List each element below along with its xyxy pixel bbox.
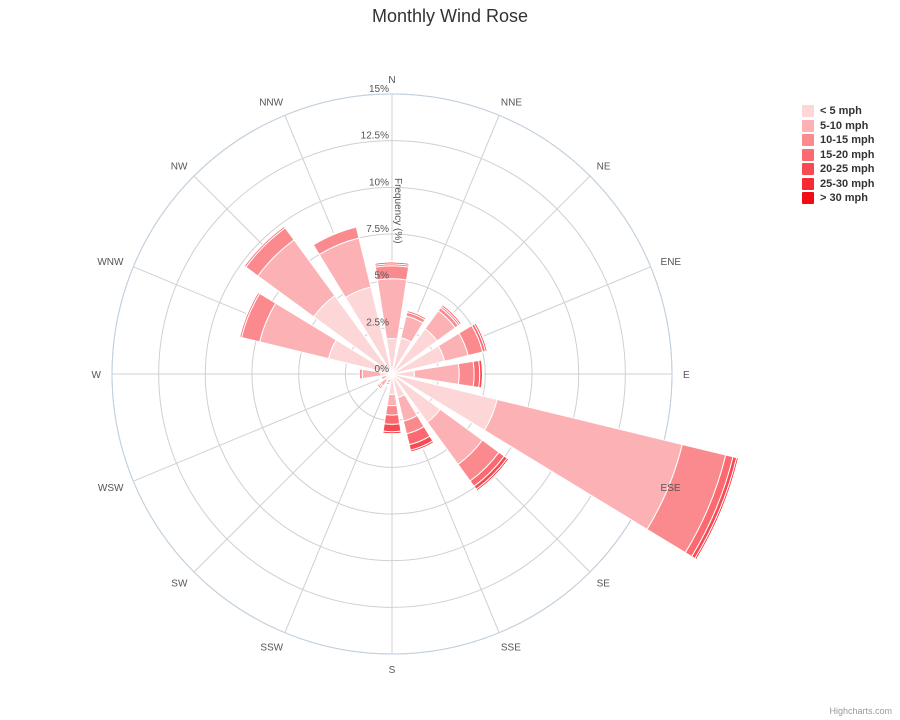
legend-swatch [802,105,814,118]
direction-label: W [92,370,102,381]
legend-label: 10-15 mph [820,134,875,147]
grid-spoke [284,373,393,633]
legend: < 5 mph 5-10 mph 10-15 mph 15-20 mph 20-25 m… [802,104,874,206]
bar-segment[interactable] [382,423,402,433]
legend-item[interactable]: > 30 mph [802,191,874,206]
direction-label: NE [597,161,611,172]
bar-segment[interactable] [441,303,463,325]
bar-segment[interactable] [483,398,683,531]
grid-spoke [193,373,393,573]
radial-tick-label: 5% [375,271,390,282]
bar-segment[interactable] [385,404,399,416]
legend-item[interactable]: 25-30 mph [802,177,874,192]
direction-label: SSE [501,643,521,654]
bar-segment[interactable] [410,441,435,454]
legend-swatch [802,163,814,176]
legend-item[interactable]: < 5 mph [802,104,874,119]
bar-segment[interactable] [375,384,382,391]
legend-swatch [802,134,814,147]
direction-label: SW [171,579,188,590]
legend-label: 5-10 mph [820,119,869,132]
direction-label: SE [597,579,611,590]
direction-label: ENE [661,257,682,268]
bar-segment[interactable] [312,225,357,246]
radial-tick-label: 10% [369,177,389,188]
bar-segment[interactable] [457,360,475,388]
bar-segment[interactable] [695,457,740,561]
bar-segment[interactable] [384,383,390,388]
bar-segment[interactable] [377,376,382,382]
legend-label: 25-30 mph [820,177,875,190]
legend-swatch [802,119,814,132]
bar-segment[interactable] [383,414,401,425]
direction-label: S [389,665,396,676]
legend-item[interactable]: 20-25 mph [802,162,874,177]
radial-tick-label: 15% [369,84,389,95]
bar-segment[interactable] [243,225,286,268]
direction-label: NNW [259,97,283,108]
legend-label: 15-20 mph [820,148,875,161]
direction-label: WNW [97,257,124,268]
direction-label: NNE [501,97,522,108]
radial-tick-label: 0% [375,364,390,375]
bar-segment[interactable] [386,393,398,407]
legend-item[interactable]: 5-10 mph [802,119,874,134]
direction-label: N [388,75,395,86]
legend-item[interactable]: 10-15 mph [802,133,874,148]
bar-segment[interactable] [358,368,364,380]
legend-label: 20-25 mph [820,163,875,176]
grid-spoke [133,373,393,482]
direction-label: E [683,370,690,381]
bar-segment[interactable] [475,321,489,352]
axis-labels: N NNE NE ENE E ESE SE SSE S SSW SW WSW W WNW NW NNW 0% 2.… [92,75,690,676]
bar-segment[interactable] [476,458,511,493]
bar-segment[interactable] [374,260,410,264]
radial-axis-title: Frequency (%) [392,178,403,244]
radial-tick-label: 7.5% [366,224,389,235]
legend-swatch [802,192,814,205]
legend-label: < 5 mph [820,105,862,118]
direction-label: ESE [661,483,681,494]
legend-swatch [802,177,814,190]
legend-label: > 30 mph [820,192,868,205]
legend-swatch [802,148,814,161]
bar-segment[interactable] [480,359,484,389]
bar-segment[interactable] [406,309,428,319]
bar-segment[interactable] [382,430,402,435]
direction-label: NW [171,161,188,172]
credits-link[interactable]: Highcharts.com [829,706,892,716]
legend-item[interactable]: 15-20 mph [802,148,874,163]
direction-label: SSW [260,643,283,654]
radial-tick-label: 12.5% [361,131,389,142]
radial-tick-label: 2.5% [366,317,389,328]
direction-label: WSW [98,483,124,494]
chart-title: Monthly Wind Rose [371,6,529,26]
bar-segment[interactable] [238,291,259,338]
wind-bars [238,225,740,561]
